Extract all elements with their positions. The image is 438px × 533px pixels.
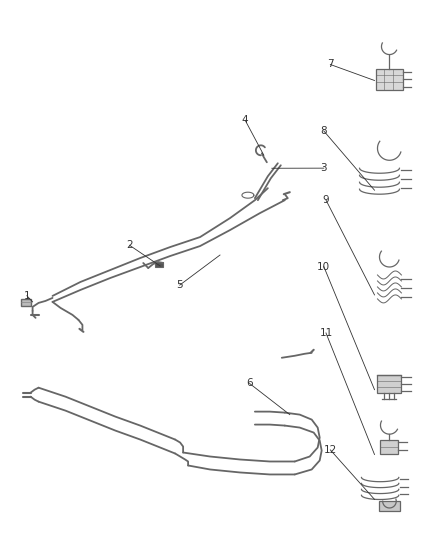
Text: 12: 12 — [324, 445, 337, 455]
Text: 11: 11 — [319, 328, 332, 338]
Text: 6: 6 — [246, 378, 253, 389]
Text: 7: 7 — [327, 60, 334, 69]
Text: 9: 9 — [323, 195, 329, 205]
FancyBboxPatch shape — [379, 501, 399, 511]
Text: 4: 4 — [242, 115, 248, 125]
FancyBboxPatch shape — [378, 375, 401, 393]
FancyBboxPatch shape — [155, 262, 163, 267]
Text: 5: 5 — [177, 280, 183, 290]
Text: 2: 2 — [126, 240, 133, 250]
Text: 1: 1 — [24, 290, 30, 301]
Text: 10: 10 — [317, 262, 330, 271]
FancyBboxPatch shape — [375, 69, 403, 91]
Text: 8: 8 — [321, 126, 327, 136]
FancyBboxPatch shape — [381, 440, 399, 454]
FancyBboxPatch shape — [21, 299, 31, 306]
Text: 3: 3 — [321, 163, 327, 173]
